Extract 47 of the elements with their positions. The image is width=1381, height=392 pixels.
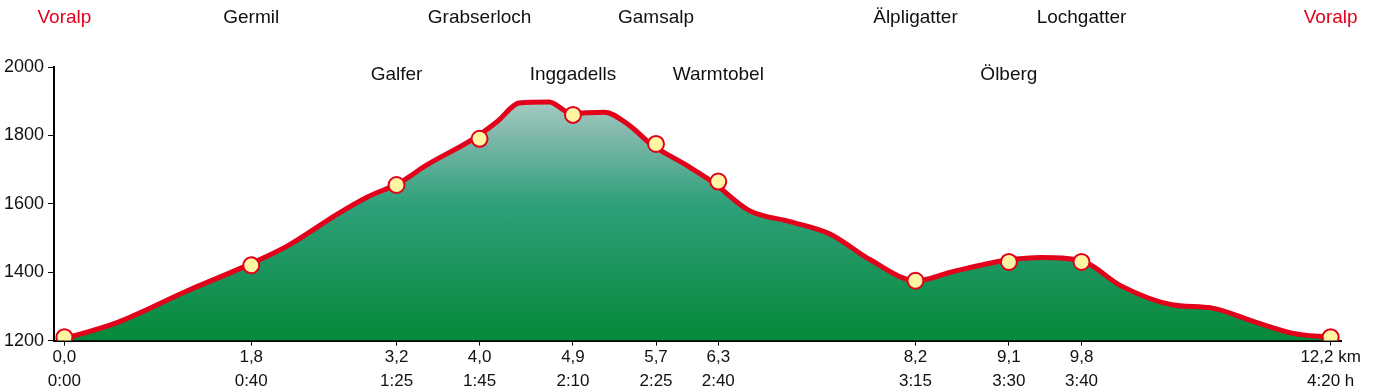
x-tick-label: 6,3 [706,347,731,367]
x-tick-label: 3,2 [384,347,409,367]
x-tick-label: 5,7 [644,347,668,367]
y-tick-label: 1400 [4,261,45,282]
text: 4:20 h [1306,371,1355,391]
y-tick-label: 1600 [4,192,45,213]
y-tick-label: 1200 [4,329,45,350]
text: 1:45 [463,371,497,391]
text: 3:30 [992,371,1026,391]
point [709,172,728,191]
text: Germil [223,6,280,28]
text: Voralp [1303,6,1358,28]
annotation: Warmtobel [672,63,764,85]
text: 1:25 [379,371,414,391]
annotation: Galfer [370,63,424,85]
text: Lochgatter [1036,6,1128,28]
x-tick-label: 0,0 [52,347,77,367]
text: Voralp [37,6,92,28]
text: 0:00 [47,371,81,391]
x-tick-label: 4,9 [561,347,585,367]
point [1072,252,1091,271]
x-tick-label: 12,2 km [1300,347,1361,367]
x-tick-label: 9,8 [1069,347,1094,367]
text: Grabserloch [427,6,532,28]
point [242,256,261,275]
annotation: Inggadells [529,63,617,85]
text: 2:25 [639,371,673,391]
annotation: Ölberg [980,63,1038,85]
text: 0:40 [234,371,268,391]
point [470,129,489,148]
point [563,105,582,124]
point [387,175,406,194]
point [999,252,1018,271]
x-tick-label: 4,0 [467,347,492,367]
text: 3:40 [1064,371,1099,391]
point [906,271,925,290]
y-tick-label: 1800 [4,124,45,145]
text: 2:10 [556,371,590,391]
text: Gamsalp [617,6,695,28]
point [647,134,666,153]
x-tick-label: 8,2 [903,347,928,367]
text: 3:15 [898,371,933,391]
text: Älpligatter [873,6,959,28]
x-tick-label: 9,1 [997,347,1021,367]
text: 2:40 [701,371,735,391]
y-tick-label: 2000 [4,55,45,76]
x-tick-label: 1,8 [239,347,264,367]
